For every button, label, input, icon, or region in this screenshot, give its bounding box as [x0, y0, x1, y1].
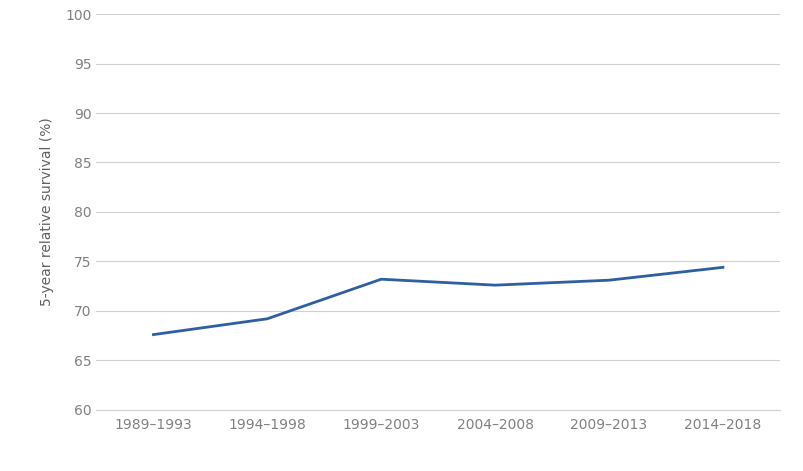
Y-axis label: 5-year relative survival (%): 5-year relative survival (%)	[40, 118, 54, 306]
